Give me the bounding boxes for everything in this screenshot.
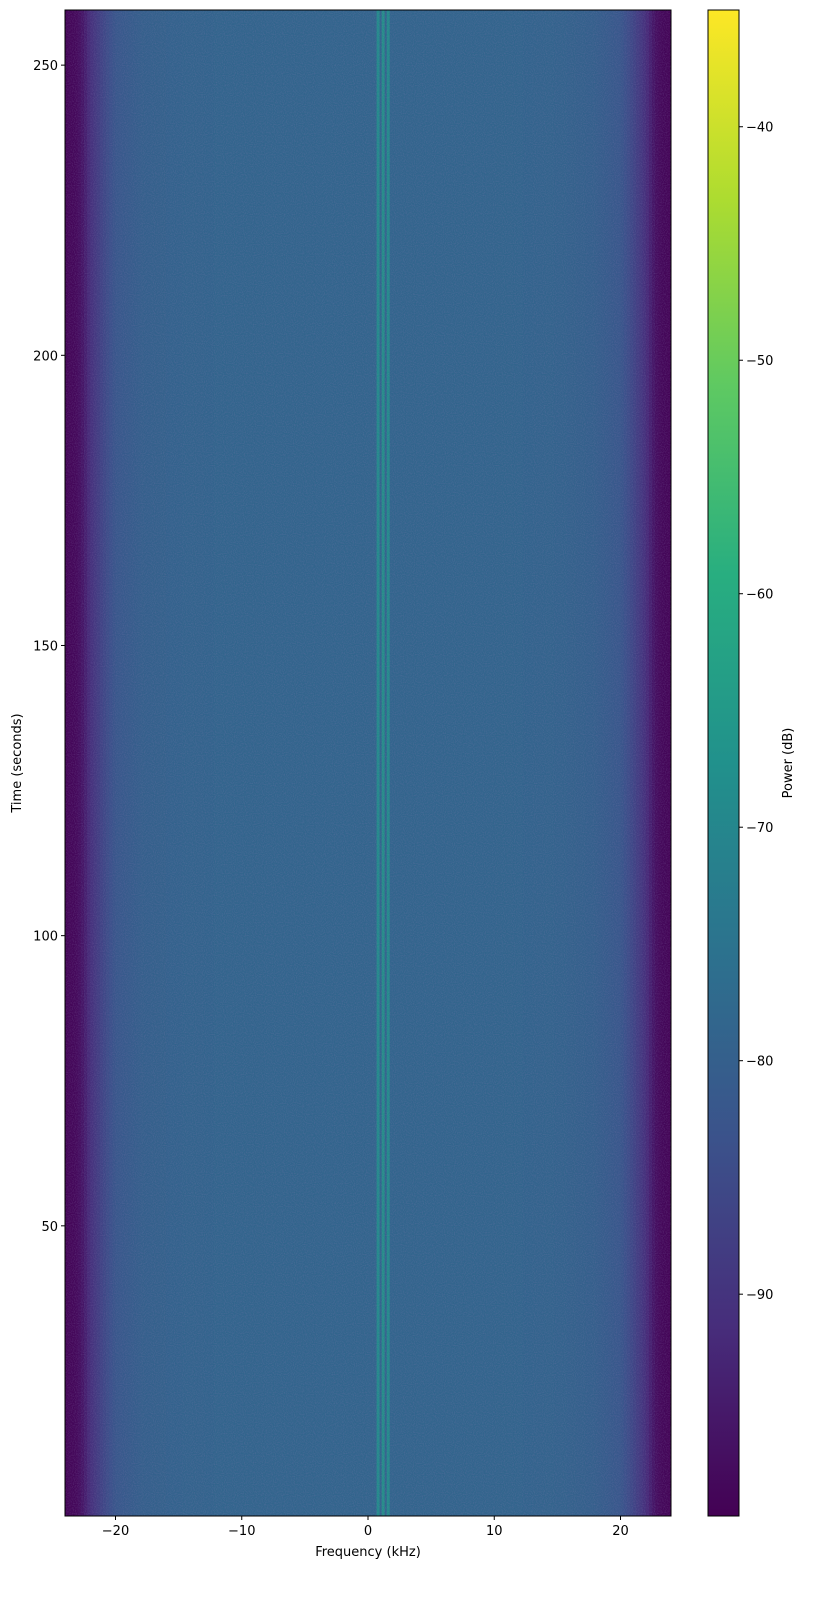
colorbar-label: Power (dB): [781, 728, 796, 799]
colorbar-tick-label: −60: [746, 588, 773, 603]
x-tick-label: −10: [228, 1524, 255, 1539]
x-tick-label: 20: [612, 1524, 629, 1539]
colorbar-tick-label: −40: [746, 121, 773, 136]
x-tick-label: 10: [486, 1524, 503, 1539]
colorbar-tick-label: −50: [746, 354, 773, 369]
colorbar: [707, 9, 740, 1517]
y-tick-label: 150: [33, 639, 58, 654]
colorbar-tick-label: −80: [746, 1055, 773, 1070]
y-tick-label: 50: [41, 1220, 58, 1235]
y-axis-label: Time (seconds): [10, 713, 25, 813]
y-tick-label: 100: [33, 930, 58, 945]
colorbar-axis: −90 −80 −70 −60 −50 −40: [739, 121, 773, 1303]
y-axis: 50 100 150 200 250: [33, 59, 65, 1235]
noise-texture: [65, 10, 671, 1516]
colorbar-tick-label: −70: [746, 821, 773, 836]
x-axis-label: Frequency (kHz): [315, 1545, 421, 1560]
x-tick-label: 0: [364, 1524, 372, 1539]
x-axis: −20 −10 0 10 20: [102, 1516, 629, 1539]
colorbar-tick-label: −90: [746, 1288, 773, 1303]
x-tick-label: −20: [102, 1524, 129, 1539]
y-tick-label: 250: [33, 59, 58, 74]
y-tick-label: 200: [33, 349, 58, 364]
